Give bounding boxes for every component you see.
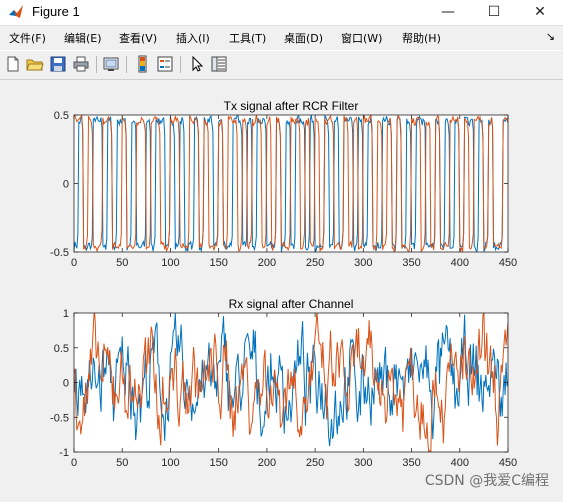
toolbar-separator: [96, 56, 97, 73]
y-tick-label: 1: [63, 308, 69, 320]
menu-help[interactable]: 帮助(H): [402, 32, 441, 45]
x-tick-label: 300: [354, 257, 372, 269]
x-tick-label: 450: [499, 457, 517, 469]
y-tick-label: 0: [63, 378, 69, 390]
toolbar-separator: [180, 56, 181, 73]
tx-axes[interactable]: 0 50 100 150 200 250 300 350 400 450-0.500.5Tx si…: [50, 99, 517, 269]
menubar: 文件(F) 编辑(E) 查看(V) 插入(I) 工具(T) 桌面(D) 窗口(W…: [0, 26, 563, 48]
toolbar: [0, 50, 563, 80]
figure-canvas: 0 50 100 150 200 250 300 350 400 450 -0.5 0 0.5 Tx si…: [0, 80, 563, 498]
menu-edit[interactable]: 编辑(E): [64, 32, 102, 45]
y-tick-label: -0.5: [50, 247, 69, 259]
menu-file[interactable]: 文件(F): [9, 32, 46, 45]
plot-area: [74, 313, 508, 452]
y-tick-label: 0.5: [54, 110, 69, 122]
property-editor-icon[interactable]: [210, 55, 228, 73]
open-file-icon[interactable]: [26, 55, 44, 73]
menu-insert[interactable]: 插入(I): [176, 32, 210, 45]
print-icon[interactable]: [72, 55, 90, 73]
menubar-overflow-icon[interactable]: ↘: [545, 30, 555, 43]
x-tick-label: 400: [451, 457, 469, 469]
series-line-2: [74, 313, 508, 452]
legend-icon[interactable]: [156, 55, 174, 73]
x-tick-label: 0: [71, 457, 77, 469]
x-tick-label: 50: [116, 257, 128, 269]
x-tick-label: 150: [209, 257, 227, 269]
x-tick-label: 200: [258, 257, 276, 269]
window-title: Figure 1: [32, 4, 80, 19]
x-tick-label: 100: [161, 257, 179, 269]
menu-view[interactable]: 查看(V): [119, 32, 158, 45]
y-tick-label: -0.5: [50, 412, 69, 424]
series-line-1: [74, 115, 508, 252]
save-icon[interactable]: [49, 55, 67, 73]
menu-window[interactable]: 窗口(W): [341, 32, 383, 45]
figure-plots: 0 50 100 150 200 250 300 350 400 450-0.500.5Tx si…: [50, 99, 517, 469]
menu-tools[interactable]: 工具(T): [229, 32, 267, 45]
x-tick-label: 150: [209, 457, 227, 469]
new-figure-icon[interactable]: [4, 55, 22, 73]
rx-axes[interactable]: 0 50 100 150 200 250 300 350 400 450 -1 -0.5 0 0.5 1 Rx…: [50, 297, 517, 469]
x-tick-label: 250: [306, 257, 324, 269]
watermark: CSDN @我爱C编程: [424, 473, 549, 489]
x-tick-label: 200: [258, 457, 276, 469]
series-line-2: [74, 115, 508, 252]
x-tick-label: 100: [161, 457, 179, 469]
matlab-icon: [9, 5, 23, 18]
axes-title: Tx signal after RCR Filter: [224, 99, 359, 113]
minimize-button[interactable]: —: [441, 4, 455, 20]
window-titlebar[interactable]: Figure 1 — ☐ ✕: [0, 0, 563, 26]
x-tick-label: 400: [451, 257, 469, 269]
x-tick-label: 350: [402, 257, 420, 269]
x-tick-label: 300: [354, 457, 372, 469]
colorbar-icon[interactable]: [134, 55, 152, 73]
pointer-icon[interactable]: [188, 55, 206, 73]
y-tick-label: -1: [59, 447, 69, 459]
toolbar-separator: [126, 56, 127, 73]
y-tick-label: 0: [63, 179, 69, 191]
x-tick-label: 50: [116, 457, 128, 469]
y-tick-label: 0.5: [54, 343, 69, 355]
x-tick-label: 250: [306, 457, 324, 469]
link-plot-icon[interactable]: [102, 55, 120, 73]
x-tick-label: 0: [71, 257, 77, 269]
x-tick-label: 450: [499, 257, 517, 269]
series-line-1: [74, 313, 508, 447]
plot-area: [74, 115, 508, 252]
axes-title: Rx signal after Channel: [229, 297, 354, 311]
maximize-button[interactable]: ☐: [487, 4, 501, 20]
x-tick-label: 350: [402, 457, 420, 469]
menu-desktop[interactable]: 桌面(D): [284, 32, 324, 45]
close-button[interactable]: ✕: [534, 4, 546, 20]
